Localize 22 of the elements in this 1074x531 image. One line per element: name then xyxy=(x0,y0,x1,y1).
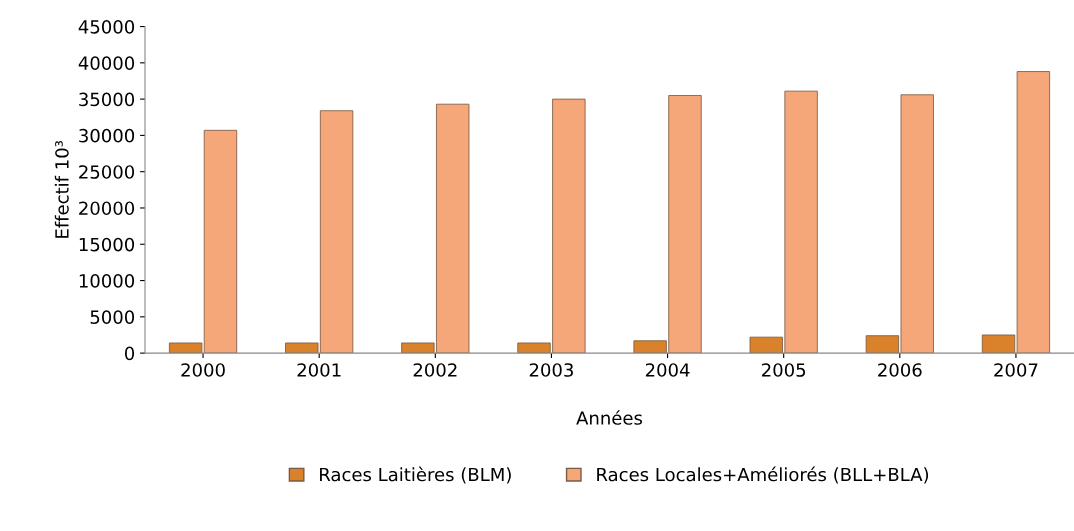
y-tick-label: 5000 xyxy=(90,310,135,324)
x-tick-label: 2003 xyxy=(529,363,573,377)
x-tick-label: 2005 xyxy=(762,363,806,377)
y-tick-label: 10000 xyxy=(79,274,135,288)
y-tick-label: 0 xyxy=(124,346,135,361)
y-tick-label: 45000 xyxy=(78,20,135,34)
x-tick-label: 2002 xyxy=(413,363,457,377)
y-axis-title: Effectif 10³ xyxy=(54,140,69,238)
y-tick-label: 20000 xyxy=(79,201,135,216)
x-tick-label: 2000 xyxy=(181,363,225,377)
legend-label: Races Laitières (BLM) xyxy=(320,466,511,484)
x-tick-label: 2001 xyxy=(297,363,341,377)
x-tick-label: 2007 xyxy=(994,363,1038,377)
y-tick-label: 15000 xyxy=(79,237,135,252)
x-tick-label: 2004 xyxy=(645,363,690,377)
y-tick-label: 30000 xyxy=(79,128,135,143)
y-tick-label: 25000 xyxy=(79,165,135,179)
legend-label: Races Locales+Améliorés (BLL+BLA) xyxy=(597,466,929,484)
y-tick-label: 40000 xyxy=(78,56,135,70)
x-axis-title: Années xyxy=(576,410,643,425)
y-tick-label: 35000 xyxy=(79,92,135,107)
x-tick-label: 2006 xyxy=(878,363,922,377)
